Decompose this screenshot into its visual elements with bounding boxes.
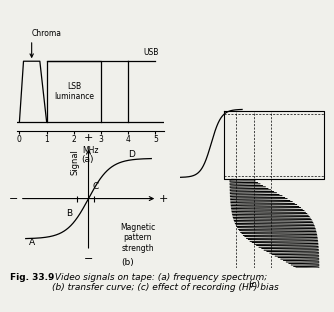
Text: Chroma: Chroma <box>32 29 62 38</box>
Text: D: D <box>128 150 135 159</box>
Text: C: C <box>93 182 99 191</box>
Text: (b): (b) <box>121 258 134 267</box>
X-axis label: MHz: MHz <box>82 146 99 154</box>
Text: LSB
luminance: LSB luminance <box>54 82 94 101</box>
Text: (a): (a) <box>81 155 94 164</box>
Text: (c): (c) <box>248 280 260 289</box>
Text: +: + <box>84 133 93 143</box>
Text: Signal: Signal <box>70 149 79 175</box>
Text: Video signals on tape: (a) frequency spectrum;
(b) transfer curve; (c) effect of: Video signals on tape: (a) frequency spe… <box>52 273 279 292</box>
Text: Magnetic
pattern
strength: Magnetic pattern strength <box>120 223 155 252</box>
Text: Fig. 33.9: Fig. 33.9 <box>10 273 54 282</box>
Text: B: B <box>66 209 72 218</box>
Text: USB: USB <box>144 48 159 56</box>
Text: −: − <box>84 254 93 264</box>
Text: −: − <box>8 193 18 203</box>
Text: A: A <box>28 238 35 247</box>
Text: +: + <box>159 193 169 203</box>
